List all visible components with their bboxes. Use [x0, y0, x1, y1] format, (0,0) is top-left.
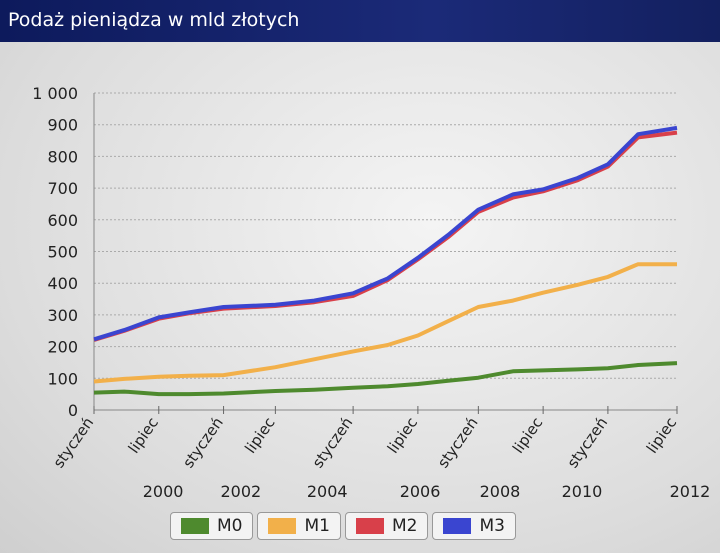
- x-tick-label: styczeń: [50, 414, 98, 471]
- year-label: 2006: [400, 482, 441, 501]
- legend-item-m1: M1: [257, 512, 341, 540]
- legend-label: M1: [304, 516, 330, 536]
- y-tick-label: 100: [47, 369, 78, 388]
- series-line-m1: [93, 262, 677, 384]
- header-bar: Podaż pieniądza w mld złotych: [0, 0, 720, 42]
- series-line-m0: [93, 361, 678, 397]
- series-line-m2: [93, 130, 678, 342]
- legend-label: M2: [391, 516, 418, 536]
- year-label: 2004: [307, 482, 348, 501]
- x-tick-label: styczeń: [434, 414, 482, 471]
- year-label: 2002: [220, 482, 261, 501]
- x-tick-label: styczeń: [179, 414, 227, 471]
- y-tick-label: 700: [47, 179, 78, 198]
- legend-swatch: [181, 518, 209, 534]
- y-tick-label: 1 000: [32, 84, 78, 103]
- chart-title: Podaż pieniądza w mld złotych: [8, 9, 300, 31]
- legend-item-m0: M0: [170, 512, 254, 540]
- x-tick-label: lipiec: [241, 414, 278, 457]
- x-tick-label: styczeń: [309, 414, 357, 471]
- x-tick-label: lipiec: [384, 414, 421, 457]
- legend-label: M0: [217, 516, 243, 536]
- series-line-m3: [93, 125, 678, 342]
- y-tick-label: 800: [47, 147, 78, 166]
- y-tick-label: 600: [47, 211, 78, 230]
- legend-swatch: [268, 518, 297, 534]
- legend-item-m3: M3: [432, 512, 516, 540]
- y-tick-label: 900: [47, 116, 78, 135]
- y-tick-label: 300: [47, 306, 78, 325]
- legend-label: M3: [479, 516, 505, 536]
- y-tick-label: 0: [68, 401, 78, 420]
- year-label: 2000: [143, 482, 184, 501]
- legend-item-m2: M2: [344, 512, 429, 540]
- year-label: 2008: [480, 482, 521, 501]
- x-tick-label: styczeń: [563, 414, 611, 471]
- x-tick-label: lipiec: [125, 414, 162, 457]
- y-tick-label: 400: [47, 274, 78, 293]
- x-tick-label: lipiec: [643, 414, 680, 457]
- year-label: 2010: [562, 482, 603, 501]
- x-tick-label: lipiec: [509, 414, 546, 457]
- legend-swatch: [355, 518, 384, 534]
- year-label: 2012: [670, 482, 711, 501]
- y-tick-label: 200: [47, 338, 78, 357]
- y-tick-label: 500: [47, 243, 78, 262]
- legend: M0 M1 M2 M3: [170, 512, 516, 540]
- legend-swatch: [443, 518, 472, 534]
